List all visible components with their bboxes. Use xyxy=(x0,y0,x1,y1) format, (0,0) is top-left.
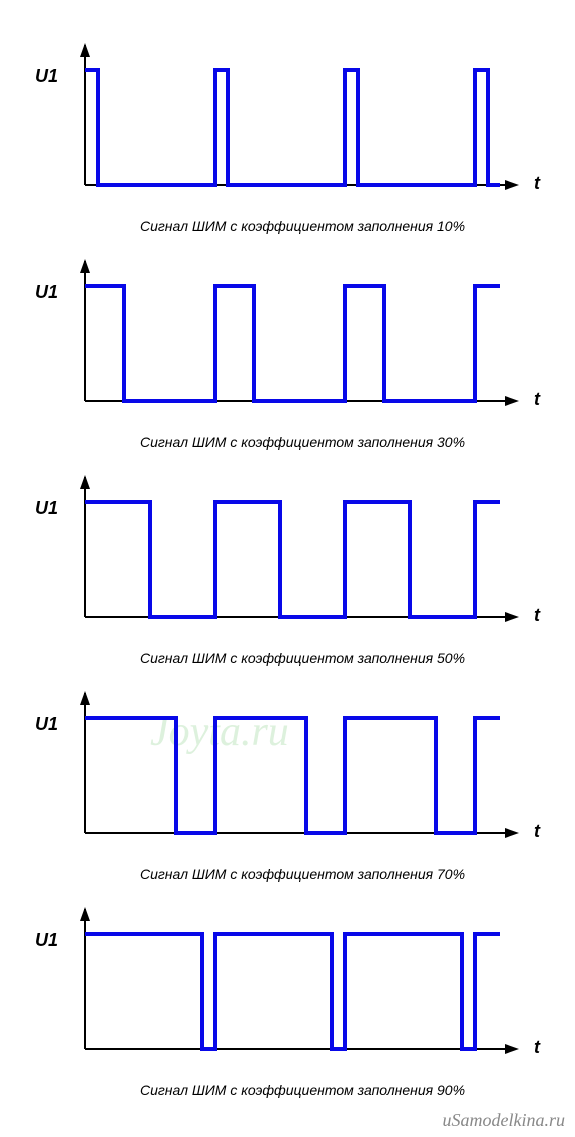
pwm-waveform-svg xyxy=(40,472,535,642)
x-axis-arrow-icon xyxy=(505,1044,519,1054)
pwm-chart-50: U1tСигнал ШИМ с коэффициентом заполнения… xyxy=(40,472,535,642)
chart-caption: Сигнал ШИМ с коэффициентом заполнения 90… xyxy=(90,1082,515,1098)
pwm-waveform-svg xyxy=(40,256,535,426)
chart-caption: Сигнал ШИМ с коэффициентом заполнения 30… xyxy=(90,434,515,450)
pwm-chart-90: U1tСигнал ШИМ с коэффициентом заполнения… xyxy=(40,904,535,1074)
pwm-signal-path xyxy=(85,718,500,833)
x-axis-arrow-icon xyxy=(505,828,519,838)
pwm-waveform-svg xyxy=(40,904,535,1074)
pwm-chart-70: U1tСигнал ШИМ с коэффициентом заполнения… xyxy=(40,688,535,858)
pwm-signal-path xyxy=(85,934,500,1049)
y-axis-arrow-icon xyxy=(80,907,90,921)
pwm-chart-30: U1tСигнал ШИМ с коэффициентом заполнения… xyxy=(40,256,535,426)
y-axis-arrow-icon xyxy=(80,475,90,489)
chart-caption: Сигнал ШИМ с коэффициентом заполнения 10… xyxy=(90,218,515,234)
x-axis-arrow-icon xyxy=(505,180,519,190)
pwm-waveform-svg xyxy=(40,40,535,210)
pwm-signal-path xyxy=(85,286,500,401)
x-axis-arrow-icon xyxy=(505,612,519,622)
pwm-signal-path xyxy=(85,502,500,617)
chart-caption: Сигнал ШИМ с коэффициентом заполнения 50… xyxy=(90,650,515,666)
pwm-signal-path xyxy=(85,70,500,185)
y-axis-arrow-icon xyxy=(80,691,90,705)
pwm-waveform-svg xyxy=(40,688,535,858)
x-axis-arrow-icon xyxy=(505,396,519,406)
pwm-chart-10: U1tСигнал ШИМ с коэффициентом заполнения… xyxy=(40,40,535,210)
chart-caption: Сигнал ШИМ с коэффициентом заполнения 70… xyxy=(90,866,515,882)
watermark-usamodelkina: uSamodelkina.ru xyxy=(443,1110,565,1131)
y-axis-arrow-icon xyxy=(80,43,90,57)
y-axis-arrow-icon xyxy=(80,259,90,273)
